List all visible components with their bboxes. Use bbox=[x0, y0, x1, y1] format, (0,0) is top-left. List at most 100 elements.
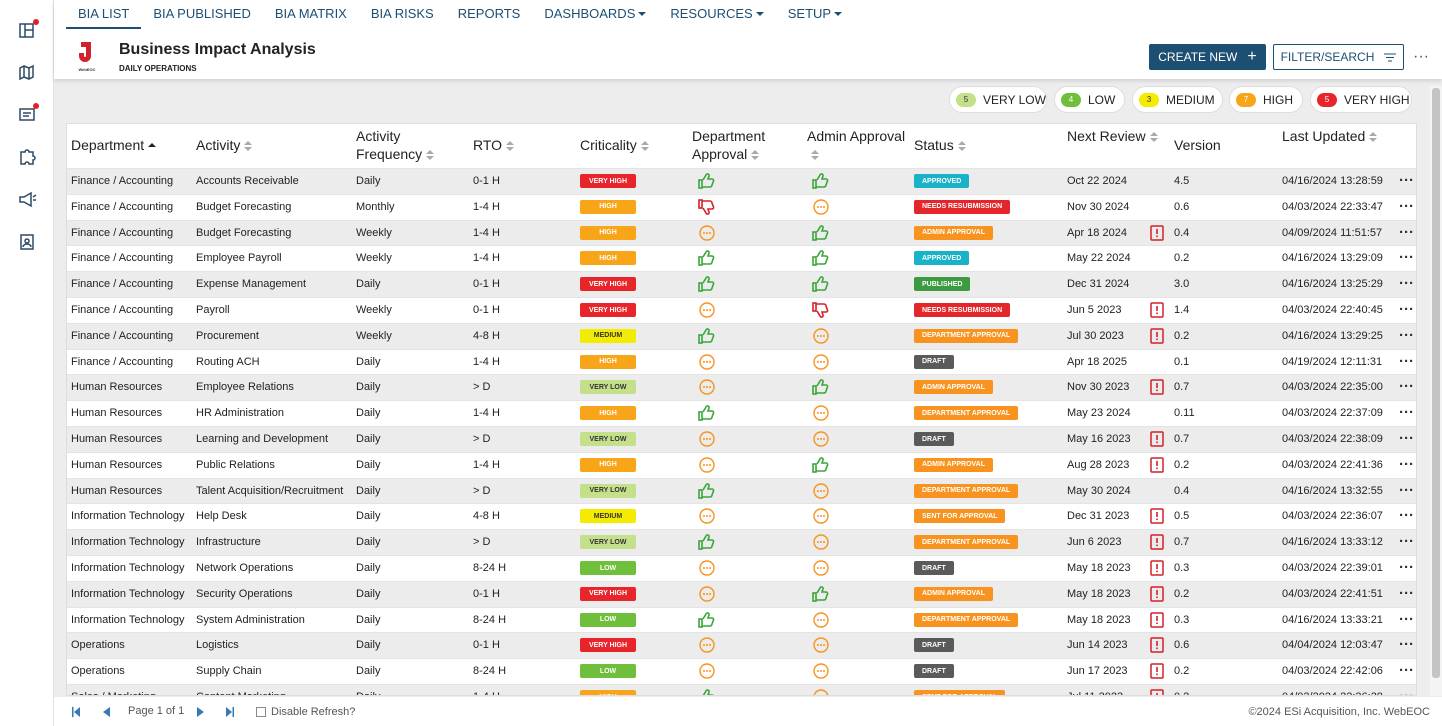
table-row[interactable]: OperationsSupply ChainDaily8-24 HJun 17 … bbox=[67, 658, 1417, 684]
cell-text: 0.3 bbox=[1174, 614, 1189, 626]
column-header[interactable]: Admin Approval bbox=[807, 127, 907, 163]
legend-pill[interactable]: 5VERY HIGH bbox=[1310, 86, 1412, 113]
row-menu[interactable]: ··· bbox=[1399, 688, 1414, 696]
nav-item[interactable]: BIA MATRIX bbox=[263, 0, 359, 29]
more-menu[interactable]: ··· bbox=[1413, 48, 1429, 66]
cell-text: Daily bbox=[356, 510, 380, 522]
row-menu[interactable]: ··· bbox=[1399, 482, 1414, 499]
nav-item[interactable]: BIA RISKS bbox=[359, 0, 446, 29]
row-menu[interactable]: ··· bbox=[1399, 224, 1414, 241]
department-approval-icon bbox=[698, 250, 716, 269]
row-menu[interactable]: ··· bbox=[1399, 249, 1414, 266]
column-header[interactable]: Department Approval bbox=[692, 127, 792, 163]
table-row[interactable]: Information TechnologyNetwork Operations… bbox=[67, 555, 1417, 581]
row-menu[interactable]: ··· bbox=[1399, 327, 1414, 344]
row-menu[interactable]: ··· bbox=[1399, 559, 1414, 576]
create-new-button[interactable]: CREATE NEW+ bbox=[1149, 44, 1266, 70]
nav-item[interactable]: BIA PUBLISHED bbox=[141, 0, 263, 29]
row-menu[interactable]: ··· bbox=[1399, 172, 1414, 189]
table-row[interactable]: Finance / AccountingExpense ManagementDa… bbox=[67, 271, 1417, 297]
cell-text: 0.1 bbox=[1174, 356, 1189, 368]
table-row[interactable]: Finance / AccountingBudget ForecastingMo… bbox=[67, 194, 1417, 220]
icon-map[interactable] bbox=[20, 66, 33, 79]
table-row[interactable]: Information TechnologySystem Administrat… bbox=[67, 607, 1417, 633]
next-page[interactable] bbox=[197, 707, 204, 717]
first-page[interactable] bbox=[72, 707, 74, 717]
table-row[interactable]: Human ResourcesLearning and DevelopmentD… bbox=[67, 426, 1417, 452]
table-row[interactable]: Finance / AccountingRouting ACHDaily1-4 … bbox=[67, 349, 1417, 375]
table-row[interactable]: Finance / AccountingProcurementWeekly4-8… bbox=[67, 323, 1417, 349]
cell-text: May 23 2024 bbox=[1067, 407, 1131, 419]
legend-pill[interactable]: 7HIGH bbox=[1229, 86, 1303, 113]
table-row[interactable]: Finance / AccountingBudget ForecastingWe… bbox=[67, 220, 1417, 246]
legend-pill[interactable]: 5VERY LOW bbox=[949, 86, 1047, 113]
scrollbar[interactable] bbox=[1430, 86, 1442, 696]
nav-item[interactable]: SETUP bbox=[776, 0, 854, 29]
cell-text: 04/04/2024 12:03:47 bbox=[1282, 639, 1383, 651]
table-row[interactable]: Human ResourcesHR AdministrationDaily1-4… bbox=[67, 400, 1417, 426]
table-row[interactable]: Sales / MarketingContent MarketingDaily1… bbox=[67, 684, 1417, 696]
table-row[interactable]: Information TechnologyHelp DeskDaily4-8 … bbox=[67, 503, 1417, 529]
column-header[interactable]: Last Updated bbox=[1282, 127, 1382, 145]
prev-page[interactable] bbox=[103, 707, 110, 717]
column-header[interactable]: Activity bbox=[196, 136, 336, 154]
icon-plugins[interactable] bbox=[21, 150, 35, 164]
row-menu[interactable]: ··· bbox=[1399, 456, 1414, 473]
table-row[interactable]: Finance / AccountingPayrollWeekly0-1 HJu… bbox=[67, 297, 1417, 323]
row-menu[interactable]: ··· bbox=[1399, 636, 1414, 653]
row-menu[interactable]: ··· bbox=[1399, 430, 1414, 447]
column-header[interactable]: Status bbox=[914, 136, 1054, 154]
cell-text: Weekly bbox=[356, 227, 392, 239]
nav-label: RESOURCES bbox=[670, 6, 752, 21]
legend-pill[interactable]: 4LOW bbox=[1054, 86, 1125, 113]
row-menu[interactable]: ··· bbox=[1399, 404, 1414, 421]
row-menu[interactable]: ··· bbox=[1399, 378, 1414, 395]
row-menu[interactable]: ··· bbox=[1399, 585, 1414, 602]
row-menu[interactable]: ··· bbox=[1399, 533, 1414, 550]
row-menu[interactable]: ··· bbox=[1399, 662, 1414, 679]
department-approval-icon bbox=[698, 302, 716, 321]
table-row[interactable]: Information TechnologySecurity Operation… bbox=[67, 581, 1417, 607]
cell-text: > D bbox=[473, 381, 490, 393]
nav-item[interactable]: DASHBOARDS bbox=[532, 0, 658, 29]
table-row[interactable]: Finance / AccountingAccounts ReceivableD… bbox=[67, 168, 1417, 194]
filter-button[interactable]: FILTER/SEARCH bbox=[1273, 44, 1404, 70]
column-title: RTO bbox=[473, 137, 502, 153]
column-header[interactable]: Department bbox=[71, 136, 211, 154]
legend-pill[interactable]: 3MEDIUM bbox=[1132, 86, 1223, 113]
nav-bar: BIA LISTBIA PUBLISHEDBIA MATRIX BIA RISKS… bbox=[66, 0, 854, 29]
icon-announce[interactable] bbox=[20, 193, 36, 206]
column-title: Last Updated bbox=[1282, 128, 1365, 144]
table-row[interactable]: Human ResourcesTalent Acquisition/Recrui… bbox=[67, 478, 1417, 504]
cell-text: 04/03/2024 22:33:47 bbox=[1282, 201, 1383, 213]
nav-label: BIA RISKS bbox=[371, 6, 434, 21]
cell-text: 04/03/2024 22:41:36 bbox=[1282, 459, 1383, 471]
row-menu[interactable]: ··· bbox=[1399, 507, 1414, 524]
scroll-thumb[interactable] bbox=[1432, 88, 1440, 678]
row-menu[interactable]: ··· bbox=[1399, 301, 1414, 318]
nav-item[interactable]: REPORTS bbox=[446, 0, 533, 29]
refresh-checkbox[interactable] bbox=[256, 707, 266, 717]
row-menu[interactable]: ··· bbox=[1399, 275, 1414, 292]
column-header[interactable]: Activity Frequency bbox=[356, 127, 456, 163]
nav-item[interactable]: BIA LIST bbox=[66, 0, 141, 29]
row-menu[interactable]: ··· bbox=[1399, 353, 1414, 370]
table-row[interactable]: Human ResourcesEmployee RelationsDaily> … bbox=[67, 374, 1417, 400]
table-row[interactable]: Information TechnologyInfrastructureDail… bbox=[67, 529, 1417, 555]
table-row[interactable]: OperationsLogisticsDaily0-1 HJun 14 2023… bbox=[67, 632, 1417, 658]
cell-text: 04/16/2024 13:33:21 bbox=[1282, 614, 1383, 626]
button-label: FILTER/SEARCH bbox=[1281, 50, 1375, 64]
cell-text: 1-4 H bbox=[473, 227, 500, 239]
cell-text: > D bbox=[473, 485, 490, 497]
status-badge: DRAFT bbox=[914, 432, 954, 446]
criticality-badge: LOW bbox=[580, 613, 636, 627]
nav-item[interactable]: RESOURCES bbox=[658, 0, 775, 29]
table-row[interactable]: Human ResourcesPublic RelationsDaily1-4 … bbox=[67, 452, 1417, 478]
row-menu[interactable]: ··· bbox=[1399, 198, 1414, 215]
status-badge: ADMIN APPROVAL bbox=[914, 380, 993, 394]
table-row[interactable]: Finance / AccountingEmployee PayrollWeek… bbox=[67, 245, 1417, 271]
row-menu[interactable]: ··· bbox=[1399, 611, 1414, 628]
column-header[interactable]: Next Review bbox=[1067, 127, 1167, 145]
cell-text: 0-1 H bbox=[473, 304, 500, 316]
last-page[interactable] bbox=[226, 707, 232, 717]
